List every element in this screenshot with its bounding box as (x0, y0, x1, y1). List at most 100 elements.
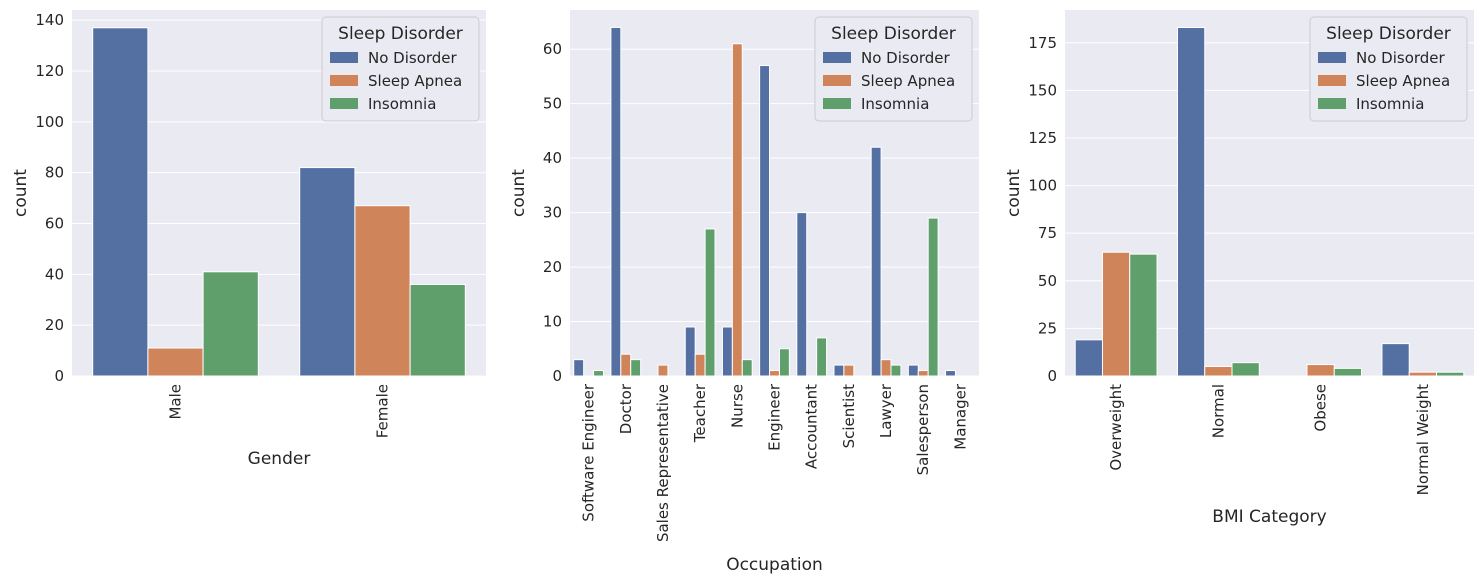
x-tick-label: Nurse (728, 384, 746, 428)
x-tick-label: Sales Representative (654, 384, 672, 542)
bar-no-disorder-overweight (1074, 339, 1103, 377)
y-tick-label: 125 (1028, 129, 1057, 147)
x-axis-label: Occupation (726, 555, 823, 575)
legend-swatch-insomnia (330, 98, 358, 109)
y-tick-label: 0 (1047, 367, 1057, 385)
y-tick-label: 50 (1038, 272, 1057, 290)
x-tick-label: Software Engineer (580, 383, 598, 522)
legend-title: Sleep Disorder (1326, 24, 1451, 44)
legend-swatch-insomnia (1318, 98, 1346, 109)
legend-swatch-no-disorder (823, 52, 851, 63)
legend-swatch-no-disorder (1318, 52, 1346, 63)
bar-insomnia-software-engineer (593, 370, 604, 377)
bar-no-disorder-scientist (833, 364, 845, 377)
y-tick-label: 100 (35, 113, 64, 131)
bar-no-disorder-salesperson (907, 364, 919, 377)
bar-insomnia-normal (1231, 362, 1260, 377)
y-axis-label: count (11, 169, 31, 217)
y-tick-label: 175 (1028, 34, 1057, 52)
bar-no-disorder-normal (1176, 27, 1206, 377)
bar-insomnia-overweight (1129, 253, 1158, 377)
legend-label: Sleep Apnea (1356, 72, 1450, 90)
y-tick-label: 20 (543, 258, 562, 276)
legend-label: No Disorder (861, 49, 951, 67)
x-tick-label: Engineer (766, 383, 784, 451)
y-tick-label: 150 (1028, 81, 1057, 99)
x-tick-label: Accountant (803, 384, 821, 469)
bar-no-disorder-teacher (684, 326, 696, 377)
y-tick-label: 80 (45, 164, 64, 182)
legend-swatch-no-disorder (330, 52, 358, 63)
bar-sleep-apnea-female (354, 205, 411, 377)
bar-insomnia-lawyer (890, 364, 902, 377)
x-tick-label: Female (374, 384, 392, 438)
y-tick-label: 25 (1038, 319, 1057, 337)
legend-frame (321, 16, 480, 122)
y-tick-label: 0 (552, 367, 562, 385)
bar-insomnia-salesperson (927, 217, 939, 377)
bar-insomnia-obese (1333, 367, 1363, 377)
bar-sleep-apnea-engineer (769, 370, 780, 377)
chart-panel-2: 0 10 20 30 40 50 60 Software Engineer Doctor Sale… (509, 10, 979, 575)
x-tick-label: Male (167, 384, 185, 420)
bar-sleep-apnea-nurse (731, 43, 743, 377)
bar-insomnia-doctor (630, 359, 642, 377)
y-tick-label: 140 (35, 11, 64, 29)
y-tick-label: 40 (45, 265, 64, 283)
x-tick-label: Scientist (840, 384, 858, 449)
y-axis-label: count (1004, 169, 1024, 217)
x-tick-label: Doctor (617, 383, 635, 434)
legend-label: Insomnia (1356, 95, 1424, 113)
y-tick-label: 120 (35, 62, 64, 80)
x-tick-label: Teacher (691, 383, 709, 443)
legend-title: Sleep Disorder (831, 24, 956, 44)
x-axis-label: BMI Category (1212, 507, 1326, 527)
legend-swatch-sleep-apnea (1318, 75, 1346, 86)
y-tick-label: 10 (543, 313, 562, 331)
legend-label: No Disorder (1356, 49, 1446, 67)
bar-insomnia-teacher (704, 228, 716, 377)
x-tick-label: Normal Weight (1414, 384, 1432, 495)
legend-label: Sleep Apnea (368, 72, 462, 90)
legend-frame (814, 16, 973, 122)
chart-panel-1: 0 20 40 60 80 100 120 140 Male Female Gender count S… (11, 10, 486, 469)
x-tick-label: Salesperson (914, 384, 932, 475)
bar-sleep-apnea-teacher (694, 353, 706, 377)
bar-no-disorder-normal-weight (1381, 343, 1410, 377)
bar-sleep-apnea-normal (1204, 365, 1233, 377)
legend: Sleep Disorder No Disorder Sleep Apnea Inso… (321, 16, 480, 122)
bar-no-disorder-software-engineer (573, 359, 585, 377)
bar-sleep-apnea-scientist (843, 364, 855, 377)
x-tick-label: Overweight (1107, 384, 1125, 471)
y-tick-label: 0 (54, 367, 64, 385)
y-tick-label: 40 (543, 149, 562, 167)
y-tick-label: 60 (45, 215, 64, 233)
legend-label: Insomnia (861, 95, 929, 113)
bar-sleep-apnea-lawyer (880, 359, 892, 377)
bar-no-disorder-nurse (721, 326, 733, 377)
bar-no-disorder-male (92, 27, 149, 377)
y-tick-label: 75 (1038, 224, 1057, 242)
y-tick-label: 60 (543, 40, 562, 58)
bar-no-disorder-accountant (796, 212, 808, 377)
bar-no-disorder-doctor (610, 26, 622, 377)
legend-label: Insomnia (368, 95, 436, 113)
bar-no-disorder-lawyer (870, 146, 882, 377)
bar-sleep-apnea-male (147, 347, 204, 377)
legend-title: Sleep Disorder (338, 24, 463, 44)
bar-sleep-apnea-normal-weight (1408, 371, 1438, 377)
bar-sleep-apnea-obese (1306, 364, 1335, 377)
x-tick-label: Obese (1312, 384, 1330, 432)
bar-no-disorder-female (299, 167, 356, 377)
legend-swatch-sleep-apnea (330, 75, 358, 86)
legend-frame (1309, 16, 1468, 122)
bar-no-disorder-manager (945, 370, 956, 377)
legend-label: Sleep Apnea (861, 72, 955, 90)
x-tick-label: Normal (1209, 384, 1227, 438)
bar-insomnia-normal-weight (1436, 371, 1465, 377)
bar-sleep-apnea-salesperson (917, 370, 929, 377)
chart-panel-3: 0 25 50 75 100 125 150 175 Overweight Normal Obese… (1004, 10, 1474, 527)
y-axis-label: count (509, 169, 529, 217)
bar-insomnia-female (409, 284, 466, 377)
bar-no-disorder-engineer (759, 65, 771, 377)
